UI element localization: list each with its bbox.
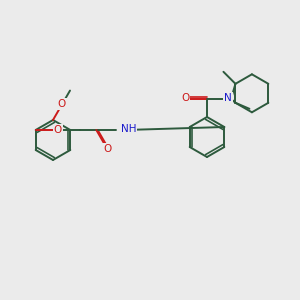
Text: O: O bbox=[58, 99, 66, 109]
Text: O: O bbox=[103, 144, 111, 154]
Text: O: O bbox=[181, 93, 189, 103]
Text: O: O bbox=[54, 125, 62, 135]
Text: N: N bbox=[224, 93, 232, 103]
Text: NH: NH bbox=[121, 124, 136, 134]
